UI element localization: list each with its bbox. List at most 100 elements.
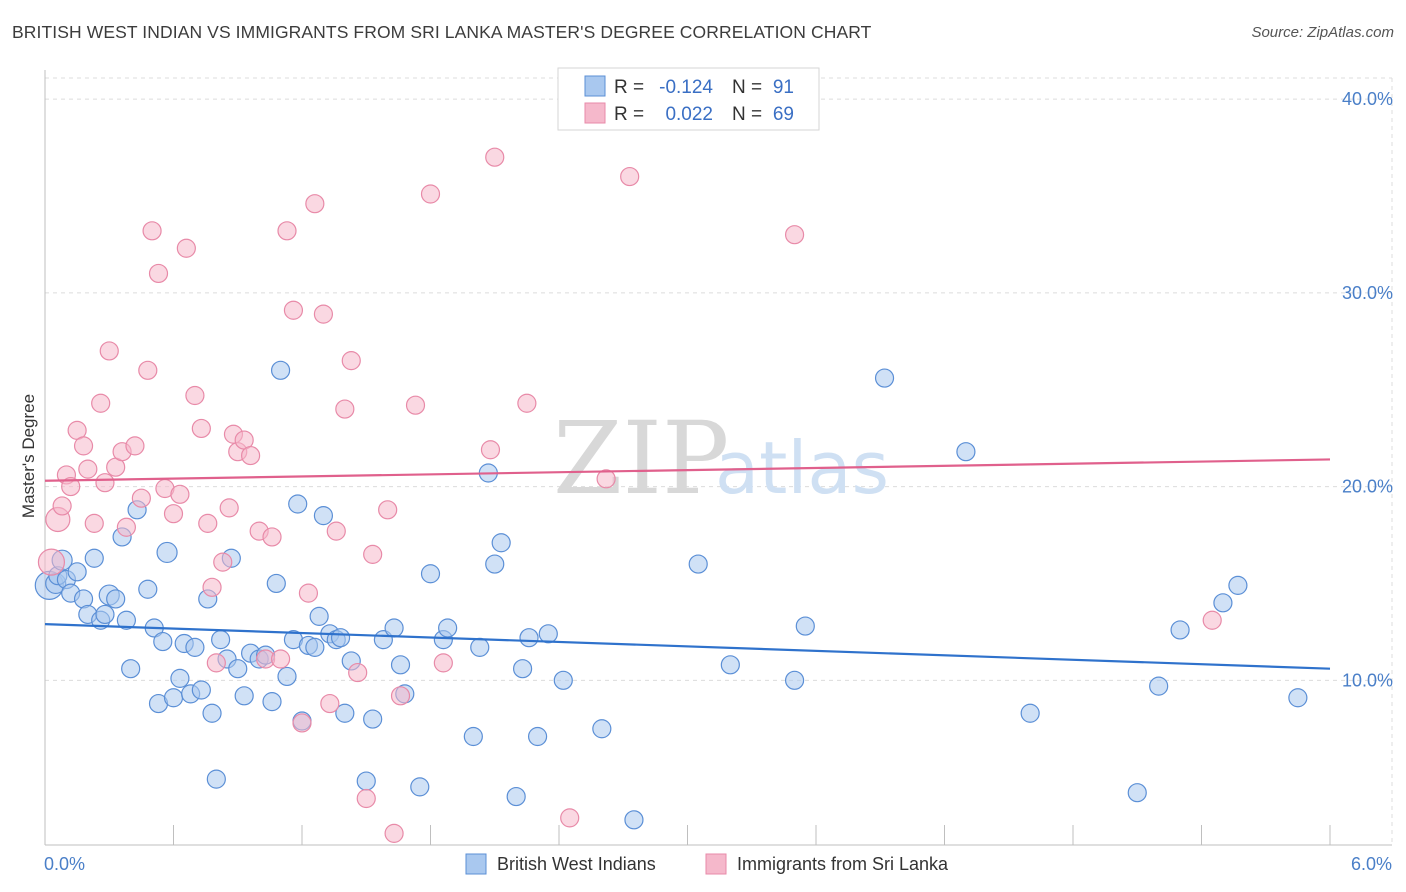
point-british-west-indians (795, 616, 815, 636)
trend-line-blue (44, 623, 1331, 670)
point-immigrants-sri-lanka (138, 360, 158, 380)
legend-n-value-1: 91 (773, 77, 794, 98)
point-british-west-indians (624, 810, 644, 830)
legend-r-label-2: R = (614, 104, 644, 125)
point-immigrants-sri-lanka (61, 476, 81, 497)
point-immigrants-sri-lanka (305, 194, 325, 214)
point-immigrants-sri-lanka (1202, 610, 1222, 630)
legend-r-value-1: -0.124 (659, 77, 713, 98)
point-british-west-indians (390, 655, 411, 675)
point-immigrants-sri-lanka (270, 649, 291, 669)
point-british-west-indians (720, 655, 740, 675)
watermark: ZIP atlas (553, 400, 889, 517)
point-immigrants-sri-lanka (170, 484, 190, 504)
point-immigrants-sri-lanka (560, 808, 580, 828)
point-british-west-indians (519, 628, 539, 648)
legend-n-value-2: 69 (773, 104, 794, 125)
point-british-west-indians (170, 668, 190, 688)
point-immigrants-sri-lanka (341, 351, 361, 371)
point-immigrants-sri-lanka (37, 548, 66, 576)
point-immigrants-sri-lanka (142, 221, 162, 241)
source-credit: Source: ZipAtlas.com (1251, 24, 1394, 41)
point-british-west-indians (470, 637, 490, 657)
point-british-west-indians (153, 631, 173, 652)
point-immigrants-sri-lanka (298, 583, 319, 603)
point-british-west-indians (1228, 575, 1248, 595)
point-british-west-indians (512, 659, 533, 679)
point-immigrants-sri-lanka (283, 300, 304, 320)
point-immigrants-sri-lanka (262, 527, 282, 547)
point-british-west-indians (592, 719, 612, 739)
point-immigrants-sri-lanka (206, 653, 226, 673)
legend-r-label-1: R = (614, 77, 644, 98)
point-british-west-indians (84, 548, 104, 568)
point-immigrants-sri-lanka (125, 436, 145, 456)
point-british-west-indians (363, 709, 383, 729)
point-immigrants-sri-lanka (241, 445, 261, 466)
point-immigrants-sri-lanka (52, 496, 72, 516)
point-immigrants-sri-lanka (405, 395, 426, 415)
x-tick-max: 6.0% (1351, 854, 1392, 874)
point-immigrants-sri-lanka (313, 304, 334, 324)
y-tick-label: 30.0% (1342, 283, 1393, 303)
legend-swatch-blue (584, 75, 606, 97)
point-british-west-indians (356, 771, 376, 791)
point-immigrants-sri-lanka (95, 473, 115, 493)
point-immigrants-sri-lanka (517, 393, 537, 413)
point-british-west-indians (228, 659, 248, 679)
point-immigrants-sri-lanka (219, 498, 239, 518)
point-immigrants-sri-lanka (480, 440, 501, 460)
point-british-west-indians (67, 562, 87, 582)
point-immigrants-sri-lanka (356, 788, 376, 809)
point-immigrants-sri-lanka (99, 341, 119, 361)
point-british-west-indians (116, 610, 136, 630)
point-british-west-indians (410, 777, 430, 797)
point-british-west-indians (420, 564, 441, 584)
bottom-legend-swatch-pink (705, 853, 727, 875)
point-british-west-indians (163, 688, 184, 708)
point-british-west-indians (688, 554, 708, 574)
point-immigrants-sri-lanka (131, 488, 151, 508)
point-british-west-indians (485, 554, 505, 574)
point-immigrants-sri-lanka (198, 513, 218, 533)
point-immigrants-sri-lanka (348, 662, 368, 683)
point-british-west-indians (270, 360, 291, 380)
bottom-legend-swatch-blue (465, 853, 487, 875)
trend-line-pink (44, 458, 1331, 482)
point-british-west-indians (491, 533, 511, 553)
point-immigrants-sri-lanka (378, 500, 398, 520)
point-immigrants-sri-lanka (784, 225, 805, 245)
point-british-west-indians (335, 703, 355, 723)
legend-n-label-1: N = (732, 77, 762, 98)
point-british-west-indians (527, 726, 548, 747)
point-british-west-indians (288, 494, 308, 514)
point-british-west-indians (506, 786, 526, 807)
point-british-west-indians (313, 506, 334, 526)
point-british-west-indians (156, 541, 178, 564)
point-immigrants-sri-lanka (213, 552, 233, 572)
point-immigrants-sri-lanka (292, 713, 312, 733)
point-british-west-indians (874, 368, 895, 388)
point-immigrants-sri-lanka (202, 577, 222, 597)
point-british-west-indians (438, 618, 458, 638)
y-tick-label: 40.0% (1342, 89, 1393, 109)
bottom-legend-label-blue: British West Indians (497, 854, 656, 874)
point-british-west-indians (1127, 783, 1147, 803)
y-axis-label: Master's Degree (19, 394, 38, 518)
point-british-west-indians (1020, 703, 1040, 723)
point-british-west-indians (95, 604, 115, 625)
point-british-west-indians (121, 659, 141, 679)
point-immigrants-sri-lanka (433, 653, 453, 673)
point-british-west-indians (1213, 593, 1233, 613)
point-british-west-indians (266, 573, 286, 594)
watermark-zip: ZIP (553, 400, 729, 517)
point-immigrants-sri-lanka (420, 184, 441, 204)
point-immigrants-sri-lanka (176, 238, 196, 258)
point-british-west-indians (1170, 620, 1190, 640)
point-immigrants-sri-lanka (116, 517, 136, 537)
series-legend: British West Indians Immigrants from Sri… (465, 853, 949, 875)
point-immigrants-sri-lanka (73, 436, 94, 456)
point-british-west-indians (277, 666, 297, 687)
point-british-west-indians (309, 606, 329, 626)
